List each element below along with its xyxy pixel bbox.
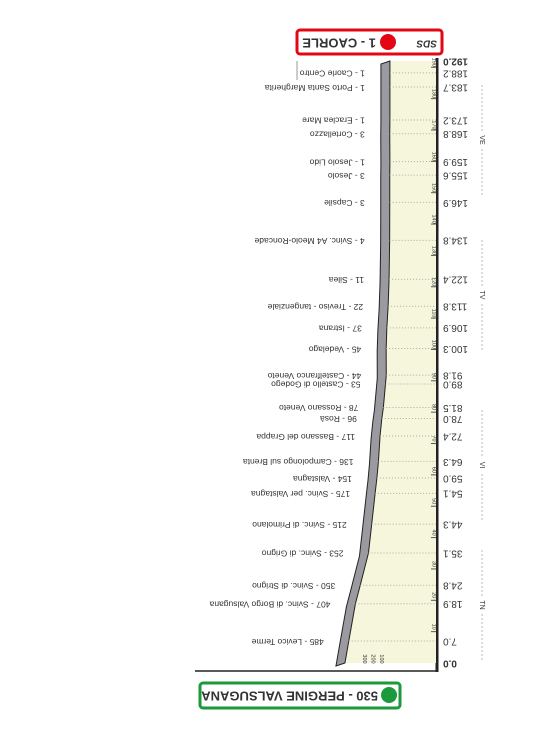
km-label: 155.6 [443,169,468,180]
waypoint-label: 44 - Castelfranco Veneto [267,371,361,381]
waypoint-label: 485 - Levico Terme [251,637,323,647]
km-tick-label: 80 [431,404,437,410]
waypoint-label: 154 - Valstagna [293,474,352,484]
km-label: 54.1 [443,488,463,499]
elevation-tick-label: 300 [361,654,367,663]
province-bg [476,598,488,612]
km-label: 18.9 [443,598,463,609]
province-label: VE [478,135,485,145]
waypoint-label: 1 - Eraclea Mare [302,116,365,126]
province-label: TV [478,291,485,300]
province-label: TN [478,600,485,609]
waypoint-label: 45 - Vedelago [308,344,361,354]
waypoint-label: 78 - Rossano Veneto [279,403,359,413]
waypoint-label: 3 - Cortellazzo [310,129,365,139]
km-label: 192.0 [443,55,468,66]
km-label: 122.4 [443,274,468,285]
waypoint-label: 407 - Svinc. di Borgo Valsugana [209,599,330,609]
km-tick-label: 170 [431,120,437,129]
waypoint-label: 1 - Porto Santa Margherita [264,83,364,93]
km-tick-label: 90 [431,373,437,379]
start-icon [381,687,397,703]
waypoint-label: 350 - Svinc. di Strigno [252,581,335,591]
km-label: 146.9 [443,197,468,208]
province-label: VI [478,462,485,469]
km-tick-label: 70 [431,435,437,441]
km-label: 100.3 [443,343,468,354]
waypoint-label: 215 - Svinc. di Primolano [252,520,347,530]
km-label: 91.8 [443,370,463,381]
waypoint-label: 1 - Caorle Centro [299,69,364,79]
province-bg [476,133,488,147]
waypoint-label: 96 - Rosà [320,414,357,424]
km-tick-label: 30 [431,561,437,567]
start-title: 530 - PERGINE VALSUGANA [201,689,378,704]
km-label: 188.2 [443,67,468,78]
km-label: 81.5 [443,402,463,413]
km-tick-label: 20 [431,592,437,598]
km-label: 113.8 [443,301,468,312]
km-tick-label: 60 [431,467,437,473]
km-label: 78.0 [443,413,463,424]
waypoint-label: 3 - Jesolo [328,171,365,181]
km-label: 35.1 [443,547,463,558]
waypoint-label: 253 - Svinc. di Grigno [261,549,343,559]
km-label: 183.7 [443,81,468,92]
waypoint-label: 175 - Svinc. per Valstagna [251,489,350,499]
province-bg [476,288,488,302]
waypoint-label: 4 - Svinc. A4 Meolo-Roncade [254,236,364,246]
waypoint-label: 11 - Silea [329,275,365,285]
finish-box [295,28,444,56]
elevation-tick-label: 100 [378,654,384,663]
finish-title: 1 - CAORLE [302,36,376,51]
km-label: 168.8 [443,128,468,139]
elevation-tick-label: 200 [370,654,376,663]
km-label: 134.8 [443,235,468,246]
finish-tag: SDS [416,37,437,48]
km-label: 106.9 [443,322,468,333]
waypoint-label: 3 - Capsile [324,198,365,208]
profile-area [344,61,436,663]
waypoint-label: 1 - Jesolo Lido [309,157,365,167]
km-tick-label: 150 [431,183,437,192]
km-tick-label: 50 [431,498,437,504]
km-tick-label: 130 [431,246,437,255]
km-label: 59.0 [443,472,463,483]
start-box [198,681,402,710]
km-label: 44.3 [443,518,463,529]
km-label: 159.9 [443,156,468,167]
finish-icon [380,34,396,50]
km-label: 24.8 [443,580,463,591]
km-label: 64.3 [443,456,463,467]
km-tick-label: 190 [431,58,437,67]
waypoint-label: 136 - Campolongo sul Brenta [243,457,354,467]
km-tick-label: 40 [431,530,437,536]
km-tick-label: 120 [431,277,437,286]
km-tick-label: 100 [431,340,437,349]
km-label: 72.4 [443,430,463,441]
km-label: 0.0 [443,657,457,668]
waypoint-label: 37 - Istrana [319,324,362,334]
waypoint-label: 117 - Bassano del Grappa [256,432,355,442]
waypoint-label: 53 - Castello di Godego [271,380,361,390]
km-label: 89.0 [443,378,463,389]
km-tick-label: 140 [431,214,437,223]
waypoint-label: 22 - Treviso - tangenziale [267,302,363,312]
province-bg [476,458,488,472]
km-tick-label: 180 [431,89,437,98]
km-tick-label: 110 [431,309,437,318]
km-tick-label: 160 [431,152,437,161]
km-tick-label: 10 [431,624,437,630]
km-label: 7.0 [443,635,457,646]
km-label: 173.2 [443,114,468,125]
